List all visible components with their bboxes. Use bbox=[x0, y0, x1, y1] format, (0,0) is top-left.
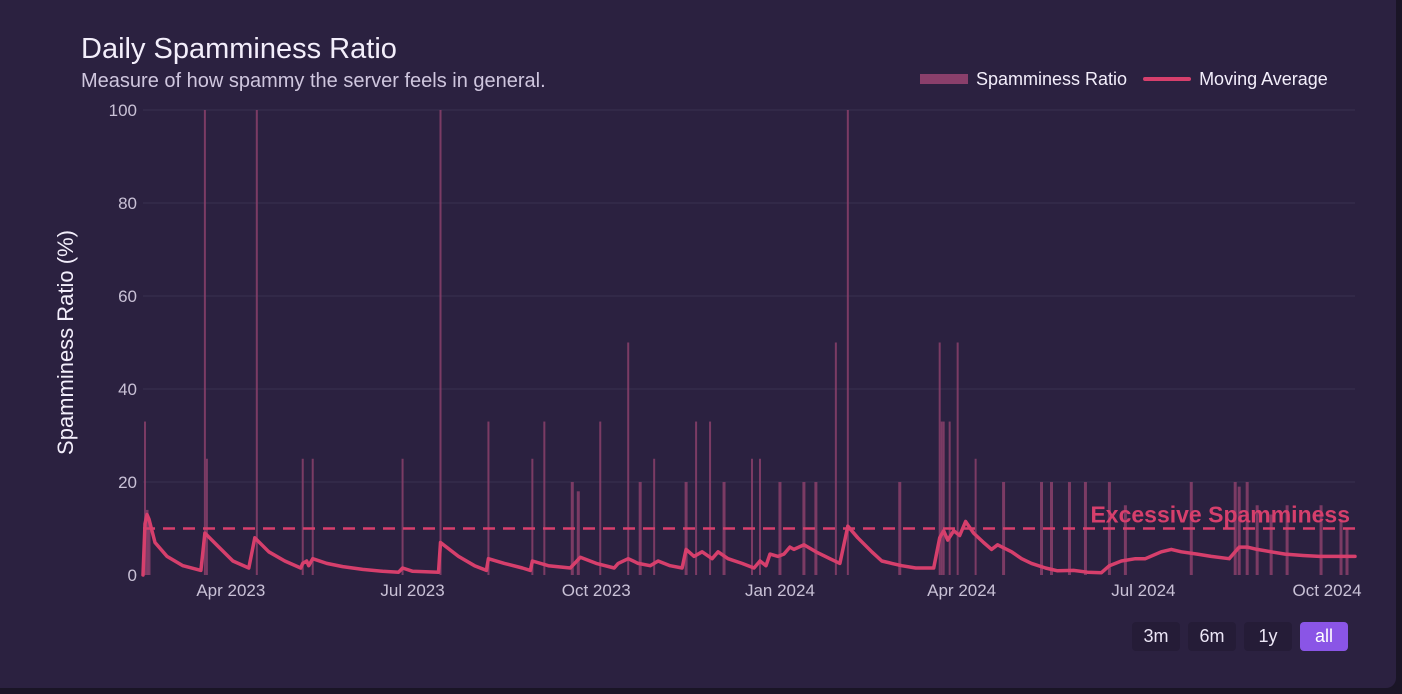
spamminess-bar bbox=[599, 421, 602, 575]
spamminess-bar bbox=[1285, 505, 1289, 575]
legend-item-moving-average[interactable]: Moving Average bbox=[1143, 69, 1328, 90]
range-button-1y[interactable]: 1y bbox=[1244, 622, 1292, 651]
legend-label-spamminess-ratio: Spamminess Ratio bbox=[976, 68, 1128, 89]
spamminess-bar bbox=[940, 421, 943, 575]
spamminess-bar bbox=[750, 458, 753, 575]
spamminess-bar bbox=[439, 110, 442, 575]
y-axis-label: Spamminess Ratio (%) bbox=[53, 230, 78, 455]
x-tick-label: Jul 2024 bbox=[1111, 581, 1175, 600]
spamminess-bar bbox=[531, 458, 534, 575]
y-tick-label: 80 bbox=[118, 194, 137, 213]
spamminess-bar bbox=[1269, 514, 1273, 575]
spamminess-bar bbox=[143, 421, 146, 575]
x-tick-label: Apr 2023 bbox=[196, 581, 265, 600]
chart-legend: Spamminess Ratio Moving Average bbox=[920, 68, 1328, 90]
y-tick-label: 100 bbox=[109, 101, 137, 120]
spamminess-bar bbox=[638, 482, 642, 575]
spamminess-bar bbox=[1040, 482, 1044, 575]
x-tick-label: Jan 2024 bbox=[745, 581, 815, 600]
spamminess-bar bbox=[814, 482, 818, 575]
spamminess-bar bbox=[758, 458, 761, 575]
spamminess-bar bbox=[942, 421, 945, 575]
legend-label-moving-average: Moving Average bbox=[1199, 68, 1328, 89]
spamminess-bar bbox=[956, 342, 959, 575]
spamminess-bar bbox=[301, 458, 304, 575]
spamminess-bar bbox=[1345, 528, 1349, 575]
legend-item-spamminess-ratio[interactable]: Spamminess Ratio bbox=[920, 69, 1127, 90]
range-button-6m[interactable]: 6m bbox=[1188, 622, 1236, 651]
range-button-all[interactable]: all bbox=[1300, 622, 1348, 651]
x-tick-label: Oct 2024 bbox=[1293, 581, 1362, 600]
spamminess-bar bbox=[311, 458, 314, 575]
spamminess-bar bbox=[401, 458, 404, 575]
spamminess-bar bbox=[846, 110, 849, 575]
spamminess-bar bbox=[1319, 505, 1323, 575]
y-tick-label: 0 bbox=[128, 566, 137, 585]
spamminess-bar bbox=[1255, 505, 1259, 575]
moving-average-line bbox=[141, 512, 1357, 577]
spamminess-bar bbox=[1237, 486, 1241, 575]
spamminess-bar bbox=[487, 421, 490, 575]
spamminess-bar bbox=[627, 342, 630, 575]
spamminess-bar bbox=[898, 482, 902, 575]
legend-swatch-bar bbox=[920, 74, 968, 84]
spamminess-bar bbox=[576, 491, 580, 575]
y-tick-label: 60 bbox=[118, 287, 137, 306]
spamminess-bar bbox=[974, 458, 977, 575]
legend-swatch-line bbox=[1143, 77, 1192, 81]
spamminess-bar bbox=[255, 110, 258, 575]
x-tick-label: Apr 2024 bbox=[927, 581, 996, 600]
spamminess-bar bbox=[1123, 505, 1127, 575]
spamminess-bar bbox=[948, 421, 951, 575]
y-tick-label: 40 bbox=[118, 380, 137, 399]
spamminess-bar bbox=[543, 421, 546, 575]
y-tick-label: 20 bbox=[118, 473, 137, 492]
spamminess-bar bbox=[653, 458, 656, 575]
spamminess-bar bbox=[709, 421, 712, 575]
range-selector: 3m 6m 1y all bbox=[1132, 622, 1348, 652]
chart-title: Daily Spamminess Ratio bbox=[81, 33, 397, 65]
spamminess-bar bbox=[938, 342, 941, 575]
spamminess-bar bbox=[834, 342, 837, 575]
threshold-label: Excessive Spamminess bbox=[1090, 502, 1350, 528]
spamminess-bar bbox=[1233, 482, 1237, 575]
x-tick-label: Oct 2023 bbox=[562, 581, 631, 600]
spamminess-bar bbox=[695, 421, 698, 575]
x-tick-label: Jul 2023 bbox=[380, 581, 444, 600]
chart-subtitle: Measure of how spammy the server feels i… bbox=[81, 70, 546, 92]
spamminess-bar bbox=[205, 458, 208, 575]
spamminess-bar bbox=[778, 482, 782, 575]
spamminess-bar bbox=[203, 110, 206, 575]
spamminess-bar bbox=[147, 519, 151, 575]
spamminess-bar bbox=[1339, 519, 1343, 575]
spamminess-bar bbox=[145, 509, 149, 575]
range-button-3m[interactable]: 3m bbox=[1132, 622, 1180, 651]
